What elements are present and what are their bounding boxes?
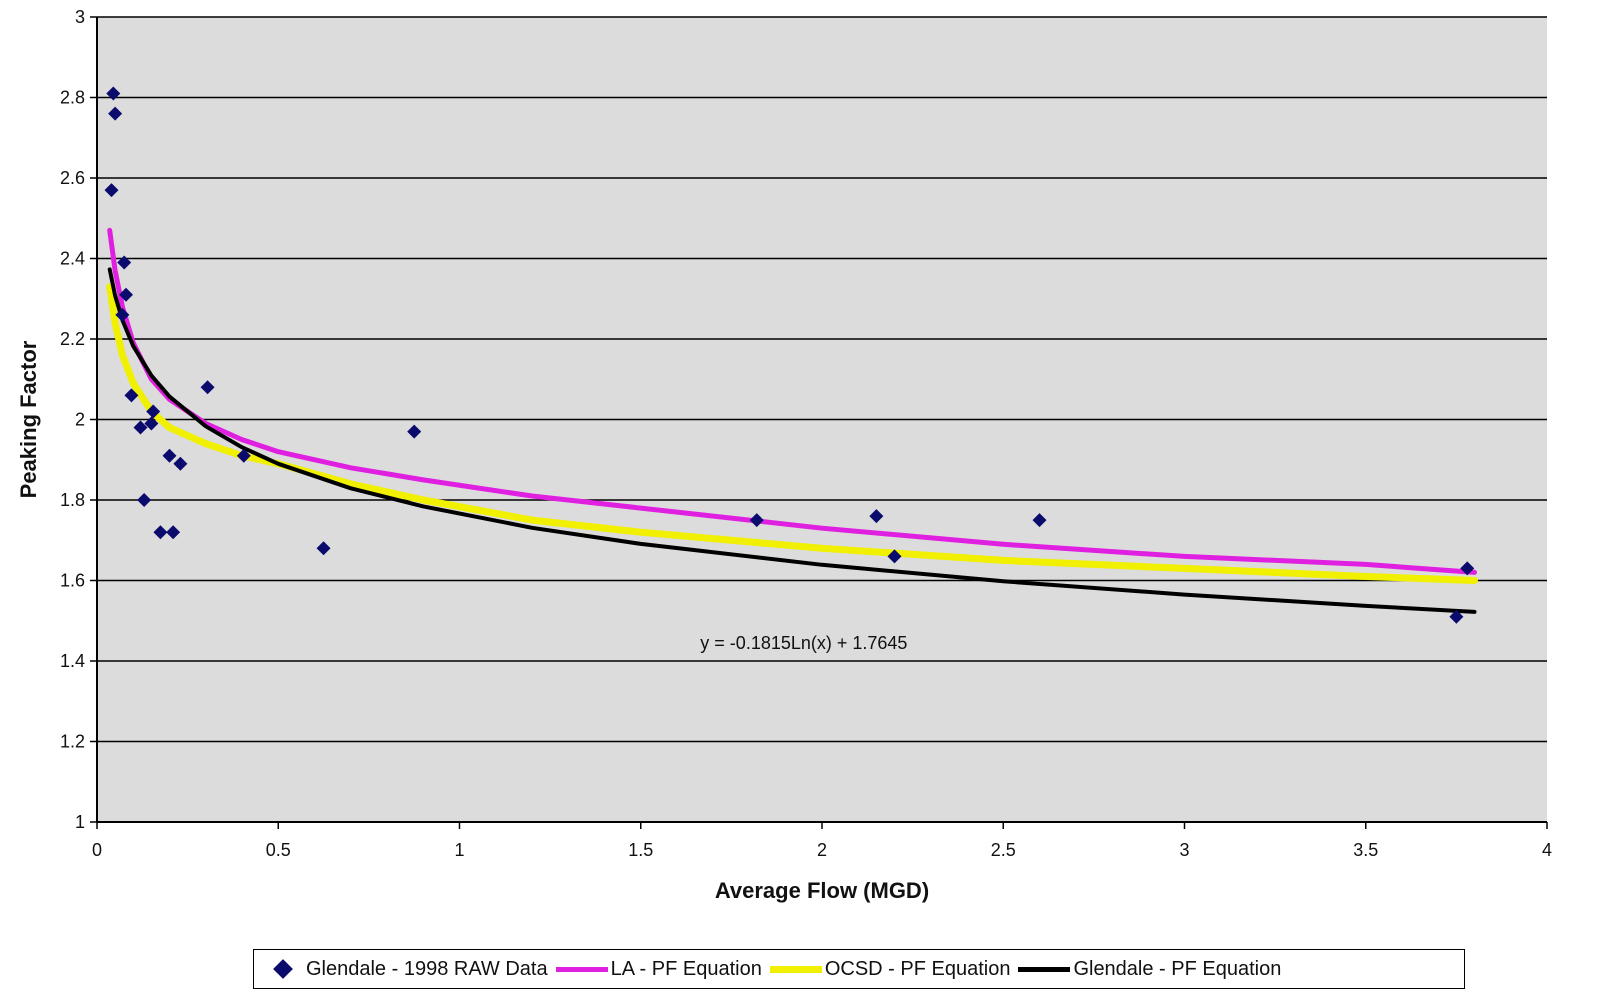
data-point: [115, 307, 130, 322]
x-axis-ticks: 0 0.5 1 1.5 2 2.5 3 3.5 4: [92, 822, 1552, 860]
x-tick-label: 1.5: [628, 840, 653, 860]
series-line-ocsd-pf-equation: [106, 283, 1478, 584]
y-tick-label: 2.4: [60, 249, 85, 269]
legend-label: OCSD - PF Equation: [824, 957, 1011, 980]
data-point: [106, 86, 121, 101]
y-axis-ticks: 1 1.2 1.4 1.6 1.8 2 2.2 2.4 2.6 2.8 3: [60, 7, 97, 832]
series-line-glendale-pf-equation: [107, 267, 1477, 614]
data-point: [1032, 513, 1047, 528]
legend: Glendale - 1998 RAW Data LA - PF Equation…: [253, 949, 1465, 989]
data-point: [236, 448, 251, 463]
y-tick-label: 1: [75, 812, 85, 832]
legend-line: [769, 965, 822, 973]
data-point: [316, 541, 331, 556]
data-point: [104, 183, 119, 198]
y-tick-label: 2.8: [60, 88, 85, 108]
data-point: [137, 493, 152, 507]
data-point: [162, 448, 177, 463]
legend-label: Glendale - PF Equation: [1073, 957, 1282, 980]
legend-item: Glendale - PF Equation: [1010, 950, 1281, 988]
x-tick-label: 0.5: [266, 840, 291, 860]
data-point: [200, 380, 215, 395]
annotations: y = -0.1815Ln(x) + 1.7645: [700, 633, 907, 653]
y-tick-label: 1.6: [60, 571, 85, 591]
trendline-equation: y = -0.1815Ln(x) + 1.7645: [700, 633, 907, 653]
y-tick-label: 3: [75, 7, 85, 27]
data-point: [153, 525, 168, 540]
legend-item: OCSD - PF Equation: [762, 950, 1011, 988]
data-point: [749, 513, 764, 528]
legend-item: Glendale - 1998 RAW Data: [254, 950, 548, 988]
data-point: [119, 287, 133, 302]
legend-item: LA - PF Equation: [548, 950, 762, 988]
x-tick-label: 1: [454, 840, 464, 860]
legend-line: [555, 966, 608, 972]
x-tick-label: 2: [817, 840, 827, 860]
y-tick-label: 1.2: [60, 732, 85, 752]
x-tick-label: 2.5: [991, 840, 1016, 860]
x-tick-label: 3: [1179, 840, 1189, 860]
x-tick-label: 0: [92, 840, 102, 860]
data-point: [887, 549, 902, 564]
data-point: [124, 388, 139, 403]
data-point: [407, 424, 422, 439]
y-tick-label: 2.2: [60, 329, 85, 349]
series-lines: [106, 227, 1478, 614]
legend-label: Glendale - 1998 RAW Data: [306, 957, 548, 980]
data-point: [144, 416, 159, 431]
data-point: [1460, 561, 1475, 576]
y-tick-label: 1.4: [60, 651, 85, 671]
x-axis-title: Average Flow (MGD): [715, 878, 929, 903]
data-point: [133, 420, 148, 435]
y-tick-label: 2.6: [60, 168, 85, 188]
data-point: [117, 255, 132, 270]
data-point: [146, 404, 161, 419]
legend-line: [1018, 966, 1071, 972]
grid-lines: [97, 16, 1547, 743]
x-tick-label: 3.5: [1353, 840, 1378, 860]
series-points: [104, 86, 1475, 624]
data-point: [108, 106, 123, 121]
data-point: [1449, 609, 1464, 624]
y-axis-title: Peaking Factor: [16, 340, 41, 498]
y-tick-label: 1.8: [60, 490, 85, 510]
legend-label: LA - PF Equation: [610, 957, 762, 980]
legend-marker: [273, 959, 293, 979]
data-point: [173, 456, 188, 471]
data-point: [166, 525, 181, 540]
x-tick-label: 4: [1542, 840, 1552, 860]
data-point: [869, 509, 884, 524]
y-tick-label: 2: [75, 410, 85, 430]
